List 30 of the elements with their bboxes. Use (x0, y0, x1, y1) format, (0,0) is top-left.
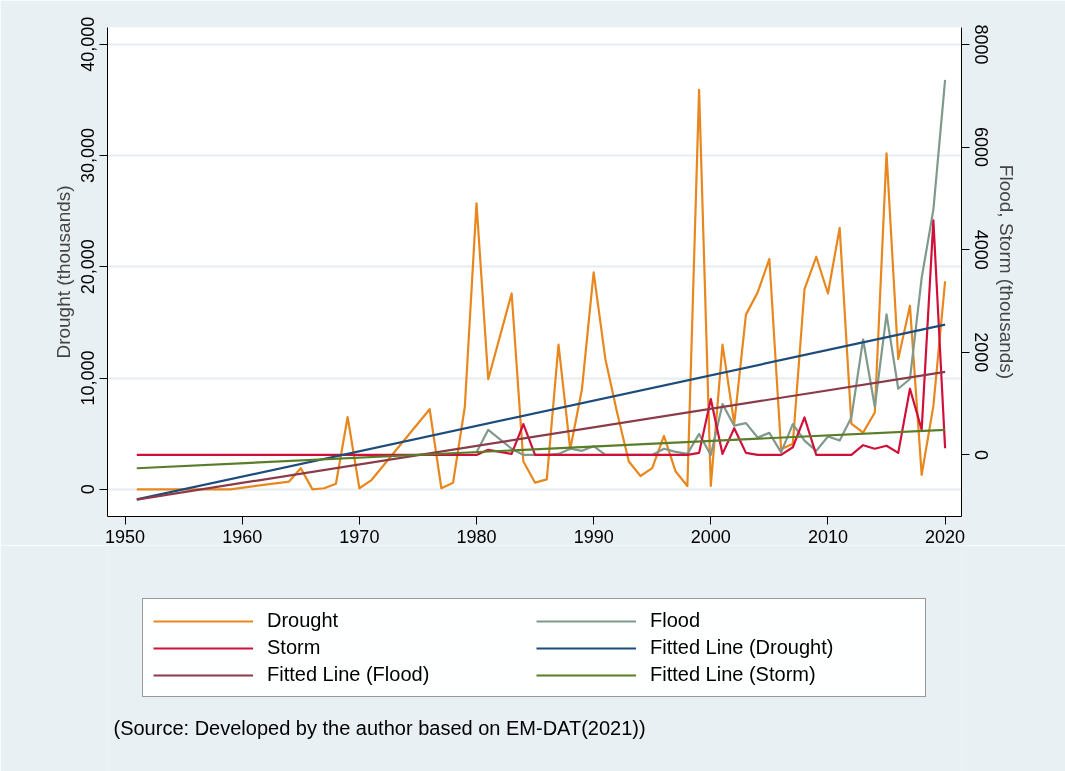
legend-label: Flood (650, 609, 702, 632)
x-tick-label: 1990 (573, 526, 614, 547)
y2-tick-label: 8000 (970, 24, 991, 65)
legend-label: Fitted Line (Flood) (267, 663, 431, 686)
legend-label: Storm (267, 636, 322, 659)
legend-label: Drought (267, 609, 340, 632)
x-tick-label: 2000 (690, 526, 731, 547)
y-tick-label: 0 (78, 484, 99, 495)
y-tick-label: 10,000 (78, 350, 99, 406)
line-series (135, 88, 947, 491)
x-tick-label: 2010 (807, 526, 848, 547)
x-tick-label: 1980 (456, 526, 497, 547)
y2-tick-label: 2000 (970, 332, 991, 373)
legend-label: Fitted Line (Storm) (650, 663, 817, 686)
y-tick-label: 40,000 (78, 16, 99, 72)
x-tick-label: 1970 (339, 526, 380, 547)
x-tick-label: 2020 (925, 526, 966, 547)
text: (Source: Developed by the author based on EM-DAT(2021)) (113, 716, 646, 739)
x-tick-label: 1960 (222, 526, 263, 547)
y2-axis-title: Flood, Storm (thousands) (995, 164, 1017, 380)
y-axis-title: Drought (thousands) (52, 185, 74, 359)
y2-tick-label: 6000 (970, 127, 991, 168)
y2-tick-label: 0 (970, 449, 991, 460)
y-tick-label: 30,000 (78, 127, 99, 184)
y2-tick-label: 4000 (970, 229, 991, 270)
line-series (475, 78, 947, 457)
legend-label: Fitted Line (Drought) (650, 636, 835, 659)
x-tick-label: 1950 (105, 526, 146, 547)
line-series (135, 219, 947, 457)
y-tick-label: 20,000 (78, 239, 99, 295)
